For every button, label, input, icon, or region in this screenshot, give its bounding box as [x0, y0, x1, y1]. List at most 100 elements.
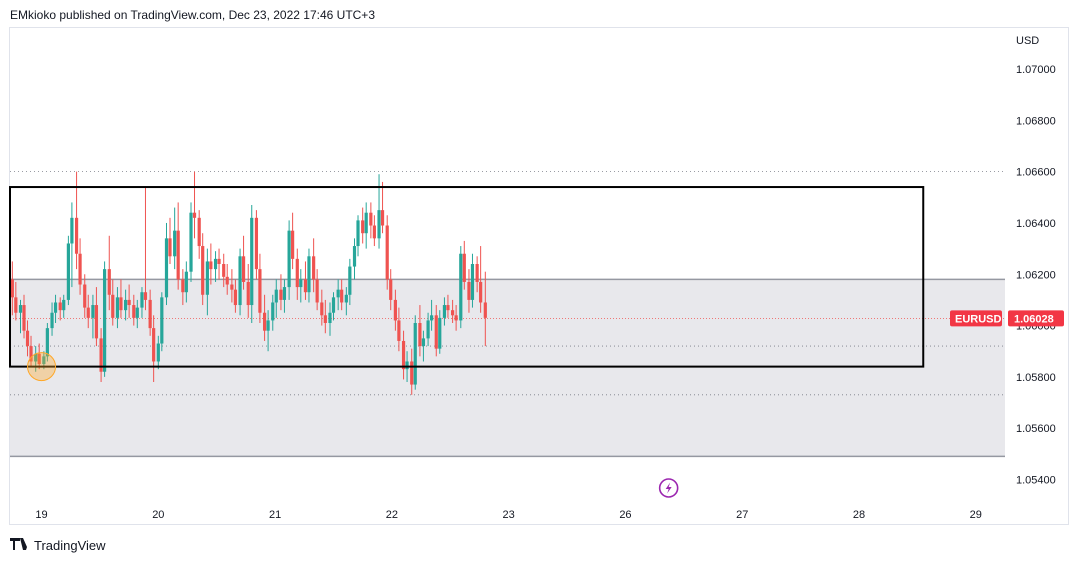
candle-body — [99, 338, 103, 372]
candle-body — [201, 246, 205, 295]
candle-body — [132, 305, 136, 318]
tradingview-logo-icon — [10, 538, 30, 553]
candle-body — [181, 279, 185, 293]
time-tick-label: 21 — [269, 509, 281, 521]
candle-body — [364, 212, 368, 234]
candle-body — [176, 230, 180, 280]
time-tick-label: 19 — [35, 509, 47, 521]
candle-body — [320, 302, 324, 316]
candle-body — [459, 253, 463, 321]
candle-body — [241, 256, 246, 282]
drawing-overlay — [9, 186, 925, 498]
candle-body — [413, 323, 417, 385]
candle-body — [173, 230, 177, 257]
candle-body — [127, 299, 131, 306]
candle-body — [254, 217, 259, 270]
candle-body — [45, 328, 49, 357]
candle-body — [22, 305, 26, 331]
candle-body — [222, 264, 226, 277]
candle-body — [389, 279, 393, 300]
time-axis[interactable]: 19 20 21 22 23 26 27 28 29 — [35, 509, 982, 521]
range-layer — [10, 278, 1005, 458]
candle-body — [233, 289, 237, 306]
candle-body — [160, 297, 164, 344]
shaded-range — [10, 279, 1005, 457]
candle-body — [266, 320, 270, 331]
candle-body — [361, 220, 365, 234]
candle-body — [385, 225, 389, 280]
range-box[interactable] — [9, 186, 925, 368]
brand-name: TradingView — [34, 538, 106, 553]
price-axis[interactable]: USD 1.07000 1.06800 1.06600 1.06400 1.06200 1.… — [950, 35, 1064, 486]
candle-body — [217, 258, 221, 264]
price-tick-label: 1.05400 — [1016, 474, 1056, 486]
price-tick-label: 1.07000 — [1016, 64, 1056, 76]
publisher-caption: EMkioko published on TradingView.com, De… — [10, 8, 375, 22]
candle-body — [393, 299, 397, 321]
candle-body — [230, 284, 234, 290]
price-tick-label: 1.06200 — [1016, 269, 1056, 281]
candle-body — [209, 261, 213, 270]
candle-body — [377, 210, 381, 239]
candle-body — [429, 315, 434, 321]
candle-body — [421, 338, 426, 347]
flash-icon — [665, 482, 672, 494]
candle-body — [184, 271, 188, 293]
candle-body — [62, 299, 66, 311]
highlight-marker[interactable] — [27, 352, 57, 382]
candle-body — [18, 305, 23, 313]
time-tick-label: 28 — [853, 509, 865, 521]
candle-body — [438, 317, 442, 349]
price-tick-label: 1.06600 — [1016, 167, 1056, 179]
candle-body — [83, 284, 87, 308]
candle-body — [102, 269, 107, 372]
candle-body — [352, 246, 357, 267]
candle-body — [86, 307, 90, 318]
currency-label: USD — [1016, 35, 1039, 47]
candle-body — [344, 294, 348, 303]
candle-body — [454, 315, 458, 321]
candle-body — [442, 305, 447, 318]
candle-body — [271, 302, 275, 321]
candle-body — [53, 302, 58, 313]
candle-body — [189, 212, 193, 272]
candle-body — [37, 353, 41, 365]
symbol-tag[interactable] — [950, 310, 1002, 327]
candle-body — [405, 361, 409, 370]
candle-body — [397, 320, 401, 341]
footer-brand[interactable]: TradingView — [10, 538, 106, 553]
candle-body — [10, 279, 14, 298]
candle-body — [42, 356, 46, 365]
candle-body — [58, 302, 62, 311]
candle-body — [282, 287, 287, 300]
candle-body — [143, 292, 148, 300]
candle-body — [274, 289, 278, 303]
candle-body — [331, 297, 336, 313]
time-tick-label: 27 — [736, 509, 748, 521]
candle-body — [152, 328, 156, 362]
candle-body — [348, 266, 352, 295]
candle-body — [238, 256, 242, 306]
candle-body — [192, 212, 197, 218]
candle-body — [291, 230, 295, 259]
candle-body — [34, 353, 38, 362]
candle-body — [140, 292, 144, 308]
candle-body — [303, 279, 308, 293]
candle-body — [197, 217, 201, 247]
candle-body — [111, 294, 115, 318]
candle-body — [107, 269, 111, 295]
candle-body — [213, 258, 218, 270]
candle-body — [340, 289, 344, 303]
candle-body — [279, 289, 283, 300]
price-tick-label: 1.06400 — [1016, 218, 1056, 230]
time-tick-label: 29 — [970, 509, 982, 521]
candle-body — [312, 256, 316, 280]
candle-body — [156, 343, 160, 362]
candle-body — [168, 238, 172, 257]
candle-body — [328, 312, 332, 323]
candle-body — [205, 261, 209, 295]
last-price-value: 1.06028 — [1014, 313, 1054, 325]
price-tick-label: 1.05600 — [1016, 423, 1056, 435]
time-tick-label: 23 — [503, 509, 515, 521]
